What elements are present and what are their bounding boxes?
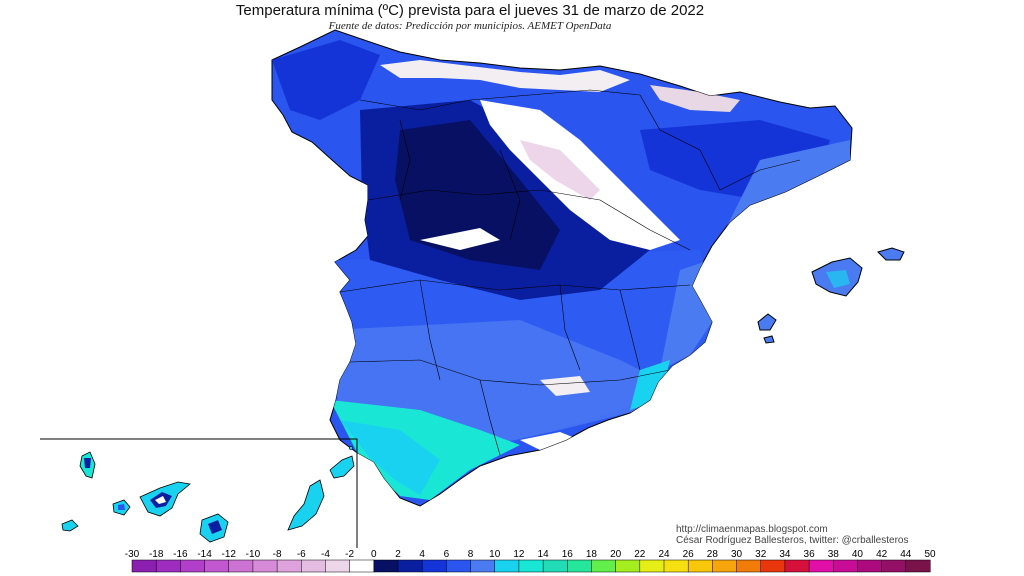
legend-swatch xyxy=(857,559,883,573)
legend-tick-label: 50 xyxy=(924,549,936,560)
legend-tick-label: 8 xyxy=(468,549,474,560)
legend-swatch xyxy=(204,559,230,573)
legend-swatch xyxy=(833,559,859,573)
legend-swatch xyxy=(397,559,423,573)
legend-tick-label: 20 xyxy=(610,549,622,560)
legend-swatch xyxy=(615,559,641,573)
legend-tick-label: 16 xyxy=(562,549,574,560)
legend-tick-label: 10 xyxy=(489,549,501,560)
legend-tick-label: 24 xyxy=(658,549,670,560)
credits-author: César Rodríguez Ballesteros, twitter: @c… xyxy=(676,535,909,546)
credits-url: http://climaenmapas.blogspot.com xyxy=(676,524,828,535)
map-title: Temperatura mínima (ºC) prevista para el… xyxy=(235,2,705,19)
legend-swatch xyxy=(567,559,593,573)
legend-tick-label: 36 xyxy=(804,549,816,560)
legend-swatch xyxy=(881,559,907,573)
legend-swatch xyxy=(446,559,472,573)
legend-swatch xyxy=(736,559,762,573)
legend-tick-label: -14 xyxy=(197,549,212,560)
legend-swatch xyxy=(784,559,810,573)
legend-swatch xyxy=(591,559,617,573)
legend-tick-label: 34 xyxy=(779,549,791,560)
legend-tick-label: 12 xyxy=(513,549,525,560)
legend-swatch xyxy=(639,559,665,573)
legend-swatch xyxy=(542,559,568,573)
region-boundaries xyxy=(339,89,801,456)
legend-swatch xyxy=(470,559,496,573)
legend-swatch xyxy=(494,559,520,573)
legend-swatch xyxy=(760,559,786,573)
legend-tick-label: 30 xyxy=(731,549,743,560)
legend-tick-label: 6 xyxy=(444,549,450,560)
legend-tick-label: -2 xyxy=(345,549,354,560)
legend-tick-label: -16 xyxy=(173,549,188,560)
legend-tick-label: 14 xyxy=(538,549,550,560)
legend-tick-label: 40 xyxy=(852,549,864,560)
legend-swatch xyxy=(421,559,447,573)
legend-tick-label: 26 xyxy=(683,549,695,560)
legend-swatch xyxy=(180,559,206,573)
legend-tick-label: -4 xyxy=(321,549,330,560)
legend-tick-label: -12 xyxy=(222,549,237,560)
legend-tick-label: -30 xyxy=(125,549,140,560)
legend-tick-label: 28 xyxy=(707,549,719,560)
legend-tick-label: -18 xyxy=(149,549,164,560)
legend-swatch xyxy=(349,559,375,573)
legend-swatch xyxy=(712,559,738,573)
legend-tick-label: 0 xyxy=(371,549,377,560)
legend-swatch xyxy=(252,559,278,573)
balearic-islands xyxy=(757,247,905,344)
legend-swatch xyxy=(663,559,689,573)
legend-swatch xyxy=(373,559,399,573)
legend-swatch xyxy=(228,559,254,573)
legend-tick-label: -8 xyxy=(273,549,282,560)
legend-tick-label: -10 xyxy=(246,549,261,560)
legend-tick-label: 44 xyxy=(900,549,912,560)
legend-tick-label: 2 xyxy=(395,549,401,560)
legend-swatch xyxy=(131,559,157,573)
legend-tick-label: 22 xyxy=(634,549,646,560)
legend-swatch xyxy=(301,559,326,573)
legend-swatch xyxy=(905,559,931,573)
legend-swatch xyxy=(808,559,834,573)
legend-tick-label: 4 xyxy=(419,549,425,560)
legend-swatch xyxy=(276,559,302,573)
legend-tick-label: 42 xyxy=(876,549,888,560)
peninsula-map xyxy=(271,29,853,507)
legend-tick-label: -6 xyxy=(297,549,306,560)
legend-tick-label: 38 xyxy=(828,549,840,560)
legend-swatch xyxy=(687,559,713,573)
legend-swatch xyxy=(155,559,181,573)
credits: http://climaenmapas.blogspot.com César R… xyxy=(676,524,908,546)
legend-swatch xyxy=(518,559,544,573)
color-scale-legend: -30 -18 -16 -14 -12 -10 -8 -6 -4 -2 0 2 4 6 8 10 12 14 16 1… xyxy=(125,549,936,573)
legend-tick-label: 18 xyxy=(586,549,598,560)
map-subtitle: Fuente de datos: Predicción por municipi… xyxy=(328,20,612,32)
legend-swatch xyxy=(325,559,351,573)
legend-tick-label: 32 xyxy=(755,549,767,560)
canary-inset xyxy=(40,438,358,548)
